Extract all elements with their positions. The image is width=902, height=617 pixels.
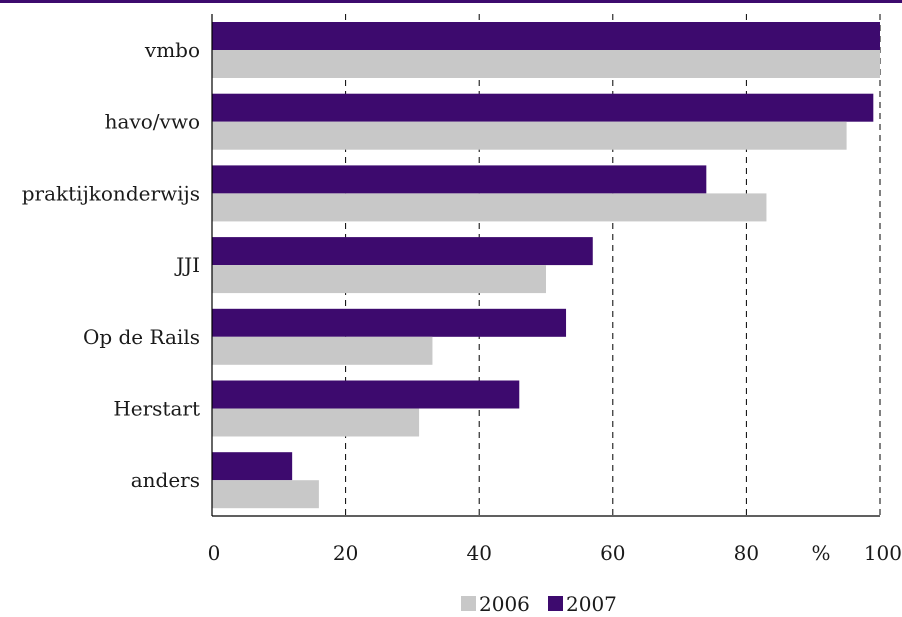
x-tick-label-40: 40: [466, 541, 491, 565]
x-tick-label-20: 20: [333, 541, 358, 565]
category-label-op-de-rails: Op de Rails: [83, 325, 200, 349]
bar-2007-op-de-rails: [212, 308, 567, 337]
bar-2006-havo-vwo: [212, 121, 847, 150]
bar-2006-vmbo: [212, 50, 880, 78]
bar-2006-jji: [212, 265, 546, 294]
category-label-anders: anders: [131, 468, 200, 492]
category-labels: vmbo havo/vwo praktijkonderwijs JJI Op de Ra…: [22, 38, 200, 492]
bar-2007-praktijkonderwijs: [212, 165, 707, 194]
category-label-herstart: Herstart: [113, 397, 200, 421]
bar-2006-op-de-rails: [212, 336, 433, 365]
bar-2006-anders: [212, 480, 319, 509]
category-label-vmbo: vmbo: [144, 38, 200, 62]
x-tick-label-100: 100: [864, 541, 902, 565]
bar-2007-jji: [212, 237, 593, 266]
x-tick-label-80: 80: [734, 541, 759, 565]
legend-label-2006: 2006: [479, 592, 530, 616]
category-label-havo-vwo: havo/vwo: [105, 110, 200, 134]
x-unit-label: %: [811, 541, 830, 565]
bar-2006-herstart: [212, 408, 420, 437]
x-tick-label-0: 0: [208, 541, 221, 565]
bar-2006-praktijkonderwijs: [212, 193, 767, 222]
top-rule: [0, 0, 902, 3]
legend-label-2007: 2007: [566, 592, 617, 616]
bar-2007-havo-vwo: [212, 93, 874, 122]
legend: 2006 2007: [461, 592, 617, 616]
tick-labels: 0 20 40 60 80 100: [208, 541, 902, 565]
legend-swatch-2007: [548, 596, 563, 611]
bars: [212, 22, 880, 509]
bar-2007-herstart: [212, 380, 520, 409]
bar-2007-vmbo: [212, 22, 880, 50]
x-tick-label-60: 60: [600, 541, 625, 565]
category-label-jji: JJI: [174, 253, 200, 277]
bar-2007-anders: [212, 452, 293, 481]
legend-swatch-2006: [461, 596, 476, 611]
category-label-praktijkonderwijs: praktijkonderwijs: [22, 181, 200, 205]
axes: [211, 14, 880, 517]
